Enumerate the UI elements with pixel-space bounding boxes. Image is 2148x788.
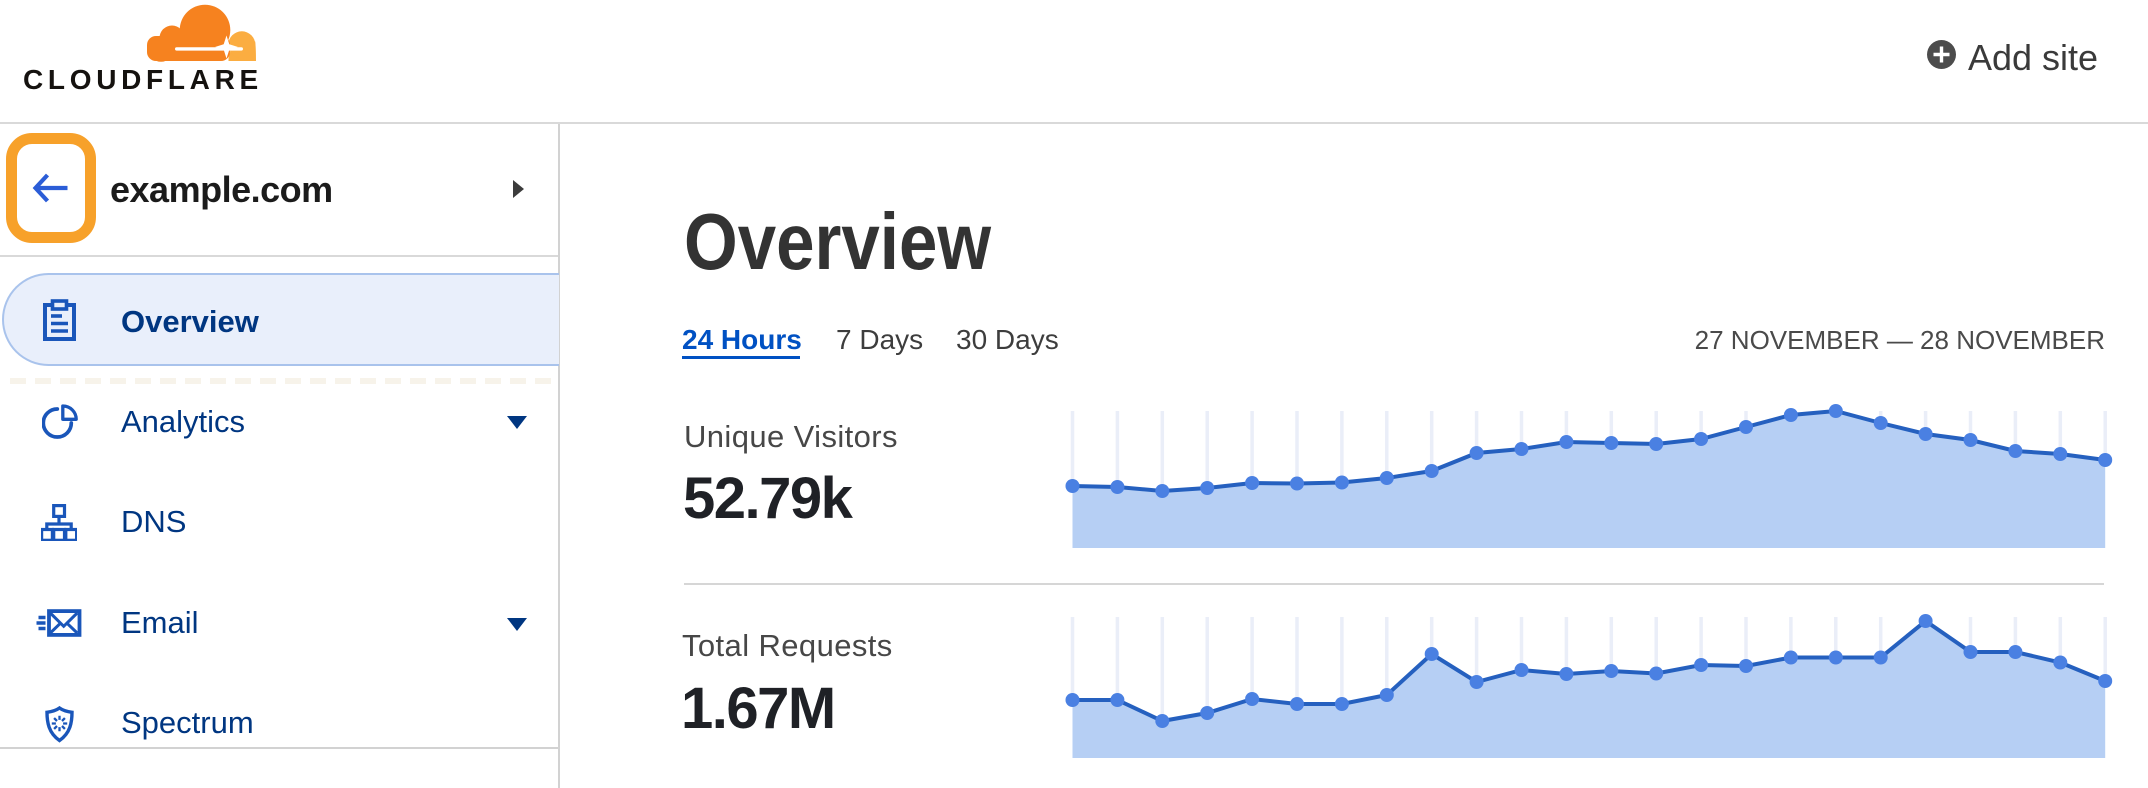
svg-text:CLOUDFLARE: CLOUDFLARE — [23, 64, 263, 95]
